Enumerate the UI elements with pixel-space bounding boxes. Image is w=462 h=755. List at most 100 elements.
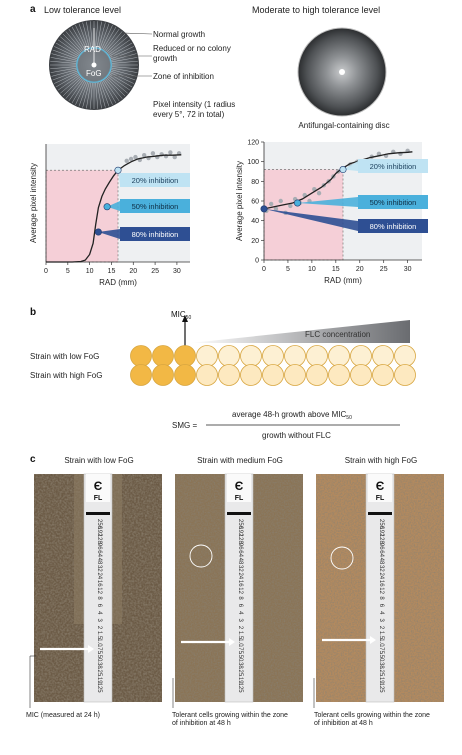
y-tick-label: 0 (255, 258, 259, 265)
inhibition-label: 20% inhibition (370, 162, 417, 171)
mic-label: MIC50 (171, 310, 191, 321)
smg-denominator: growth without FLC (262, 431, 331, 440)
row-low-fog-label: Strain with low FoG (30, 352, 99, 361)
x-tick-label: 5 (286, 266, 290, 273)
growth-circle (153, 365, 174, 386)
strip-scale-label: 48 (96, 558, 102, 565)
etest-plate: ЄFL25619212896644832241612864321.51.0.75… (34, 474, 162, 702)
growth-circle (153, 346, 174, 367)
right-title: Moderate to high tolerance level (252, 6, 380, 16)
y-axis-label: Average pixel intensity (235, 161, 244, 241)
flc-gradient (190, 320, 410, 343)
x-tick-label: 10 (308, 266, 316, 273)
y-tick-label: 20 (251, 238, 259, 245)
y-tick-label: 80 (251, 179, 259, 186)
strip-bar (368, 512, 392, 515)
title-medium-fog: Strain with medium FoG (175, 456, 305, 466)
inhibition-label: 80% inhibition (370, 222, 417, 231)
strip-scale-label: 12 (378, 587, 384, 594)
strip-scale-label: 96 (237, 543, 243, 550)
growth-circle (285, 346, 306, 367)
y-axis-label: Average pixel intensity (29, 163, 38, 243)
data-point (317, 191, 321, 195)
inhibition-marker (261, 206, 267, 212)
strip-scale-label: .125 (237, 681, 243, 693)
callout-reduced-growth: Reduced or no colony growth (153, 44, 248, 63)
data-point (125, 159, 129, 163)
growth-circle (307, 346, 328, 367)
strip-scale-label: .125 (96, 681, 102, 693)
flc-label: FLC concentration (305, 330, 370, 339)
left-petri-dish: RAD FoG (28, 18, 158, 110)
strip-scale-label: 32 (378, 565, 384, 572)
inhibition-label: 50% inhibition (370, 198, 417, 207)
growth-circle (131, 346, 152, 367)
y-tick-label: 60 (251, 199, 259, 206)
x-axis-label: RAD (mm) (99, 278, 137, 287)
x-tick-label: 20 (356, 266, 364, 273)
y-tick-label: 100 (247, 159, 259, 166)
data-point (279, 199, 283, 203)
strip-bar (227, 512, 251, 515)
strip-scale-label: 24 (237, 572, 243, 579)
strip-brand: FL (235, 495, 244, 502)
x-tick-label: 5 (66, 268, 70, 275)
growth-circle (241, 365, 262, 386)
pixel-leader (94, 110, 134, 111)
growth-circle (219, 346, 240, 367)
smg-label: SMG = (172, 421, 197, 430)
strip-brand: FL (94, 495, 103, 502)
fog-label: FoG (86, 69, 102, 78)
growth-circle (219, 365, 240, 386)
x-tick-label: 15 (108, 268, 116, 275)
etest-plate: ЄFL25619212896644832241612864321.51.0.75… (316, 474, 444, 702)
strip-scale-label: 24 (378, 572, 384, 579)
callout-normal-growth: Normal growth (153, 30, 205, 40)
title-low-fog: Strain with low FoG (34, 456, 164, 466)
strip-bar (86, 512, 110, 515)
strip-scale-label: 64 (237, 550, 243, 557)
y-tick-label: 40 (251, 218, 259, 225)
callout-pixel-intensity: Pixel intensity (1 radius every 5°, 72 i… (153, 100, 253, 119)
x-tick-label: 10 (86, 268, 94, 275)
growth-circle (131, 365, 152, 386)
growth-circle (395, 346, 416, 367)
inhibition-marker (340, 166, 346, 172)
strip-logo-icon: Є (94, 479, 103, 493)
caption-medium-tolerant: Tolerant cells growing within the zone o… (172, 712, 292, 728)
x-tick-label: 15 (332, 266, 340, 273)
inhibition-marker (115, 167, 121, 173)
growth-circle (263, 365, 284, 386)
strip-scale-label: 48 (378, 558, 384, 565)
strip-scale-label: .125 (378, 681, 384, 693)
title-high-fog: Strain with high FoG (316, 456, 446, 466)
inhibition-label: 50% inhibition (132, 202, 179, 211)
growth-circle (241, 346, 262, 367)
growth-circle (197, 365, 218, 386)
rad-label: RAD (84, 45, 101, 54)
row-high-fog-label: Strain with high FoG (30, 371, 102, 380)
strip-scale-label: 48 (237, 558, 243, 565)
panel-b-diagram: MIC50 FLC concentration Strain with low … (0, 300, 462, 450)
strip-scale-label: 64 (378, 550, 384, 557)
shaded-zone (46, 170, 118, 262)
inhibition-label: 20% inhibition (132, 176, 179, 185)
growth-circle (175, 346, 196, 367)
callout-zone: Zone of inhibition (153, 72, 214, 82)
growth-circle (373, 346, 394, 367)
strip-scale-label: 64 (96, 550, 102, 557)
caption-mic-24h: MIC (measured at 24 h) (26, 712, 116, 720)
inhibition-marker (95, 229, 101, 235)
x-tick-label: 0 (262, 266, 266, 273)
growth-circle (263, 346, 284, 367)
growth-circle (329, 346, 350, 367)
strip-logo-icon: Є (376, 479, 385, 493)
growth-circle (395, 365, 416, 386)
x-tick-label: 30 (173, 268, 181, 275)
growth-circle (351, 346, 372, 367)
etest-plate: ЄFL25619212896644832241612864321.51.0.75… (175, 474, 303, 702)
data-point (168, 150, 172, 154)
strip-brand: FL (376, 495, 385, 502)
strip-scale-label: 32 (237, 565, 243, 572)
growth-circle (329, 365, 350, 386)
